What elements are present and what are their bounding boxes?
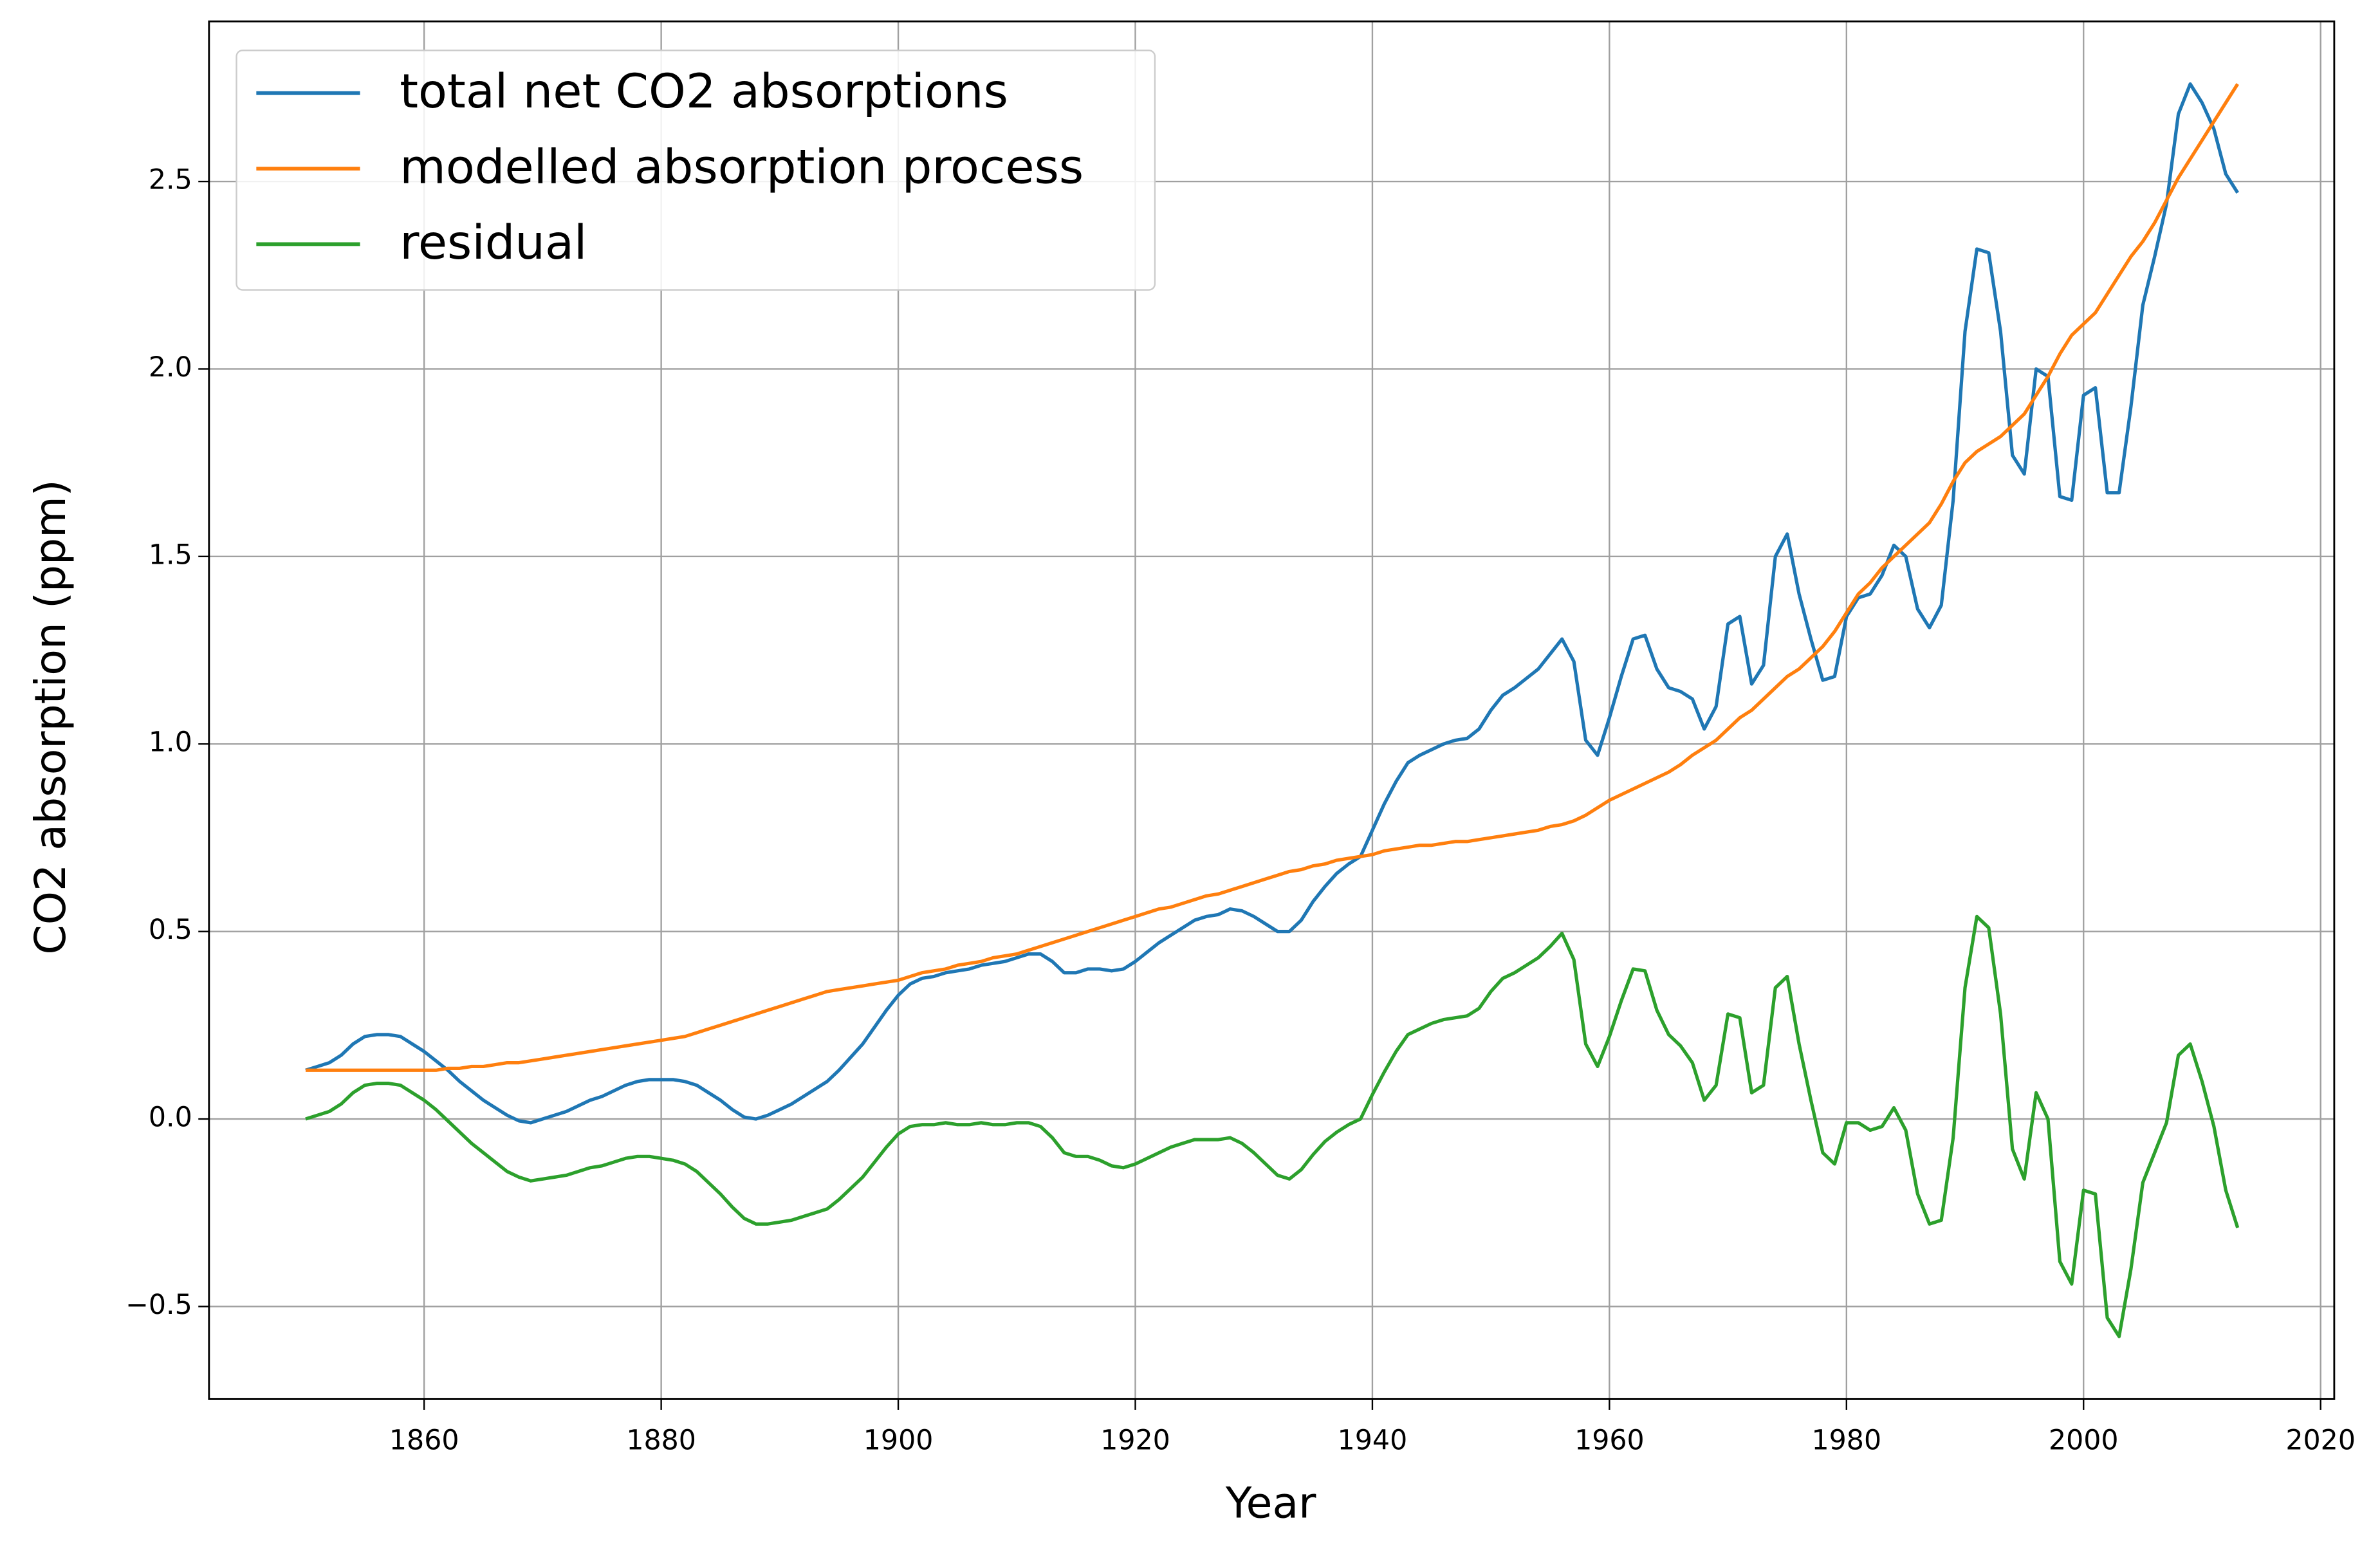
y-tick-label: 0.0 <box>149 1102 192 1134</box>
series-line <box>305 914 2240 1338</box>
x-tick-label: 1960 <box>1574 1424 1645 1456</box>
y-tick-label: 1.5 <box>149 539 192 571</box>
legend-label: modelled absorption process <box>400 140 1084 194</box>
y-tick-label: −0.5 <box>125 1289 192 1321</box>
x-tick-label: 2000 <box>2049 1424 2119 1456</box>
y-tick-label: 1.0 <box>149 726 192 759</box>
x-tick-label: 1900 <box>863 1424 934 1456</box>
y-tick-label: 2.5 <box>149 164 192 196</box>
series-line <box>305 83 2239 1072</box>
y-tick-label: 2.0 <box>149 351 192 383</box>
legend-label: residual <box>400 216 587 270</box>
legend-label: total net CO2 absorptions <box>400 64 1008 119</box>
x-axis-label: Year <box>1225 1477 1316 1528</box>
plot-frame <box>208 20 2336 1400</box>
x-tick-label: 1980 <box>1812 1424 1882 1456</box>
y-axis-label: CO2 absorption (ppm) <box>25 479 75 954</box>
x-tick-label: 1880 <box>626 1424 696 1456</box>
x-tick-label: 1940 <box>1338 1424 1408 1456</box>
legend: total net CO2 absorptions modelled absorp… <box>235 50 1156 291</box>
series-line <box>305 82 2239 1125</box>
y-tick-label: 0.5 <box>149 914 192 946</box>
x-tick-label: 1920 <box>1100 1424 1170 1456</box>
x-tick-label: 2020 <box>2285 1424 2356 1456</box>
x-tick-label: 1860 <box>389 1424 459 1456</box>
legend-box <box>235 50 1156 291</box>
